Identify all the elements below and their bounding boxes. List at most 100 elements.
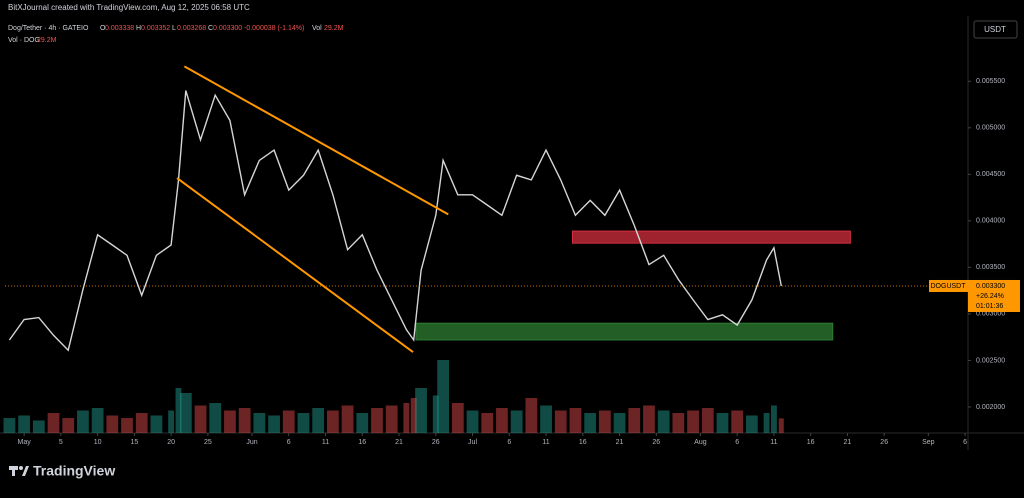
volume-bar [657, 410, 670, 433]
ticker-tag [929, 279, 968, 292]
volume-bar [371, 408, 383, 433]
volume-bar [356, 413, 369, 433]
volume-bar [525, 398, 538, 433]
currency-button[interactable] [973, 20, 1018, 39]
volume-bar [47, 413, 60, 433]
volume-bar [569, 408, 582, 433]
volume-bar [77, 410, 89, 433]
volume-bar [3, 418, 16, 433]
ohlc-key: O [100, 25, 106, 32]
volume-bar [135, 413, 148, 433]
x-tick-label: Aug [694, 439, 707, 446]
ohlc-value: 0.003352 [141, 25, 170, 32]
change: -0.000038 (-1.14%) [244, 25, 304, 32]
volume-bar [62, 418, 75, 433]
x-tick-label: 11 [322, 439, 329, 446]
volume-bar [179, 393, 192, 433]
x-tick-label: 26 [880, 439, 888, 446]
volume-bar [238, 408, 251, 433]
x-tick-label: 21 [616, 439, 624, 446]
x-tick-label: May [17, 439, 31, 446]
volume-bar [437, 360, 450, 433]
x-tick-label: 10 [94, 439, 102, 446]
volume-bar [628, 408, 641, 433]
volume-bar [150, 415, 163, 433]
x-tick-label: 11 [770, 439, 777, 446]
ohlc-value: 0.003300 [213, 25, 242, 32]
volume-bar [716, 413, 729, 433]
x-tick-label: 6 [735, 439, 739, 446]
volume-bar [224, 410, 236, 433]
x-tick-label: 25 [204, 439, 212, 446]
volume-bar [770, 405, 777, 433]
volume-bar [481, 413, 494, 433]
zone [415, 322, 834, 341]
x-tick-label: 6 [507, 439, 511, 446]
x-tick-label: 11 [542, 439, 549, 446]
volume-bar [18, 415, 30, 433]
volume-bar [268, 415, 280, 433]
volume-bar [731, 410, 744, 433]
volume-bar [253, 413, 266, 433]
volume-bar [209, 403, 222, 433]
credit: BitXJournal created with TradingView.com… [8, 3, 250, 12]
x-tick-label: 26 [432, 439, 440, 446]
volume-bar [106, 415, 119, 433]
volume-bar [312, 408, 325, 433]
x-tick-label: 6 [287, 439, 291, 446]
volume-bar [451, 403, 464, 433]
volume-bar [466, 410, 479, 433]
currency[interactable]: USDT [984, 25, 1006, 34]
volume-bar [510, 410, 523, 433]
volume-bar [584, 413, 597, 433]
volume-bar [32, 420, 45, 433]
volume-bar [91, 408, 104, 433]
volume-bar [540, 405, 552, 433]
brand: TradingView [33, 463, 115, 479]
ohlc-key: H [136, 25, 141, 32]
volume-bar [598, 410, 611, 433]
x-tick-label: 5 [59, 439, 63, 446]
y-tick-label: 0.004500 [976, 171, 1005, 178]
ohlc-key: C [208, 25, 213, 32]
x-tick-label: 15 [130, 439, 138, 446]
ohlc-value: 0.003268 [177, 25, 206, 32]
volume-bar [672, 413, 685, 433]
volume-bar [326, 410, 339, 433]
volume-bar [341, 405, 354, 433]
y-tick-label: 0.004000 [976, 218, 1005, 225]
x-tick-label: 26 [652, 439, 660, 446]
volume-bar [410, 398, 417, 433]
volume-bar [613, 413, 626, 433]
vol-key: Vol [312, 25, 322, 32]
symbol: Dog/Tether · 4h · GATEIO [8, 25, 89, 32]
trendline [176, 177, 414, 353]
volume-bar [168, 410, 175, 433]
volume-bar [496, 408, 508, 433]
x-tick-label: Jul [468, 439, 477, 446]
volume-bar [643, 405, 655, 433]
price-change: +26.24% [976, 293, 1004, 300]
countdown: 01:01:36 [976, 303, 1003, 310]
volume-bar [282, 410, 295, 433]
zone [572, 230, 851, 244]
volume-bar [745, 415, 758, 433]
volume-bar [297, 413, 310, 433]
price-tag [968, 279, 1020, 312]
y-tick-label: 0.005000 [976, 125, 1005, 132]
x-tick-label: 6 [963, 439, 967, 446]
x-tick-label: 16 [579, 439, 587, 446]
y-tick-label: 0.002500 [976, 357, 1005, 364]
x-tick-label: 16 [807, 439, 815, 446]
x-tick-label: 21 [844, 439, 852, 446]
volume-bar [432, 395, 439, 433]
y-tick-label: 0.003000 [976, 311, 1005, 318]
volume-bar [121, 418, 133, 433]
x-tick-label: 21 [395, 439, 403, 446]
x-tick-label: Sep [922, 439, 935, 446]
brand-logo [9, 466, 29, 476]
vol-study-value: 29.2M [37, 37, 57, 44]
vol-study: Vol · DOG [8, 37, 40, 44]
